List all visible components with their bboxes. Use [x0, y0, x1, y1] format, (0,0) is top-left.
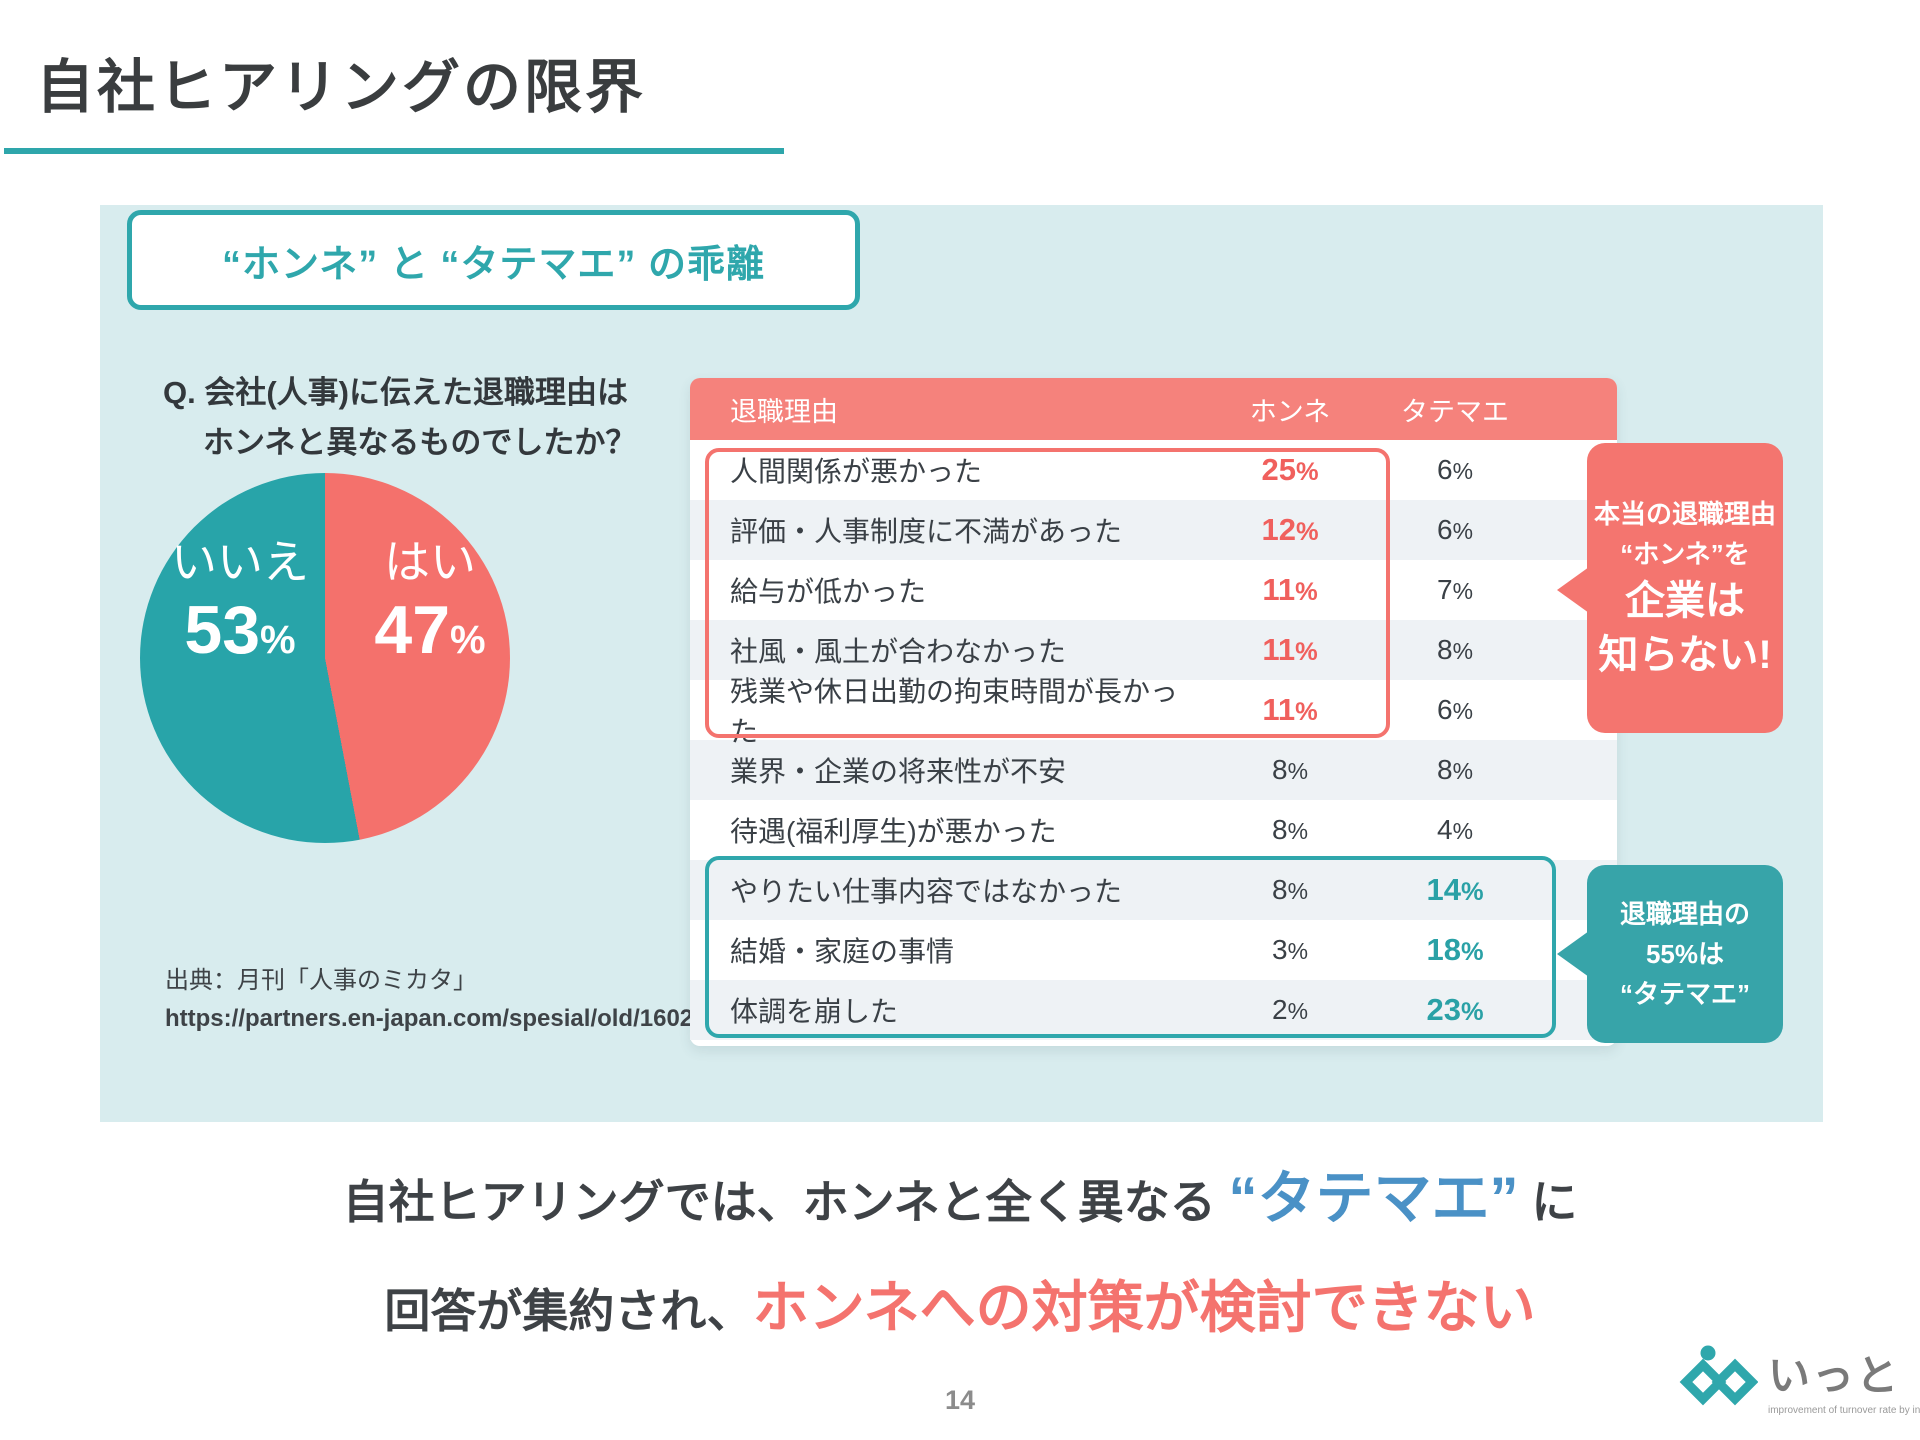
source-citation: 出典：月刊「人事のミカタ」 https://partners.en-japan.… [165, 962, 727, 1038]
cell-tatemae: 7% [1437, 574, 1473, 605]
cell-honne: 3% [1272, 934, 1308, 965]
callout-honne-line1: 本当の退職理由 [1593, 499, 1776, 529]
cell-honne: 25% [1261, 452, 1319, 487]
cell-honne: 11% [1262, 692, 1318, 727]
survey-question-line1: Q. 会社(人事)に伝えた退職理由は [163, 375, 628, 410]
pie-slice-no-value: 53% [184, 592, 296, 668]
conclusion-text: 自社ヒアリングでは、ホンネと全く異なる “タテマエ” に 回答が集約され、ホンネ… [0, 1152, 1920, 1370]
survey-question-line2: ホンネと異なるものでしたか？ [203, 425, 637, 460]
table-row: 社風・風土が合わなかった 11% 8% [690, 620, 1617, 680]
callout-tatemae-line1: 退職理由の [1619, 899, 1750, 929]
source-citation-line1: 出典：月刊「人事のミカタ」 [165, 967, 477, 994]
table-header-honne: ホンネ [1249, 396, 1331, 427]
callout-tatemae-arrow [1557, 931, 1589, 977]
pie-slice-yes-value: 47% [374, 592, 486, 668]
cell-reason: 業界・企業の将来性が不安 [730, 756, 1067, 787]
cell-honne: 8% [1272, 814, 1308, 845]
cell-honne: 11% [1262, 632, 1318, 667]
table-row: 人間関係が悪かった 25% 6% [690, 440, 1617, 500]
cell-honne: 8% [1272, 754, 1308, 785]
table-row: やりたい仕事内容ではなかった 8% 14% [690, 860, 1617, 920]
table-header-tatemae: タテマエ [1401, 396, 1509, 427]
pie-chart [140, 473, 510, 843]
page-title: 自社ヒアリングの限界 [36, 55, 647, 120]
cell-tatemae: 8% [1437, 634, 1473, 665]
pie-slice-yes-category: はい [384, 536, 476, 588]
tatemae-emphasis: “タテマエ” [1228, 1166, 1519, 1231]
callout-honne-line2: “ホンネ”を [1620, 539, 1750, 569]
logo-icon [1678, 1344, 1759, 1415]
table-row: 体調を崩した 2% 23% [690, 980, 1617, 1040]
cell-reason: 体調を崩した [730, 996, 899, 1027]
table-row: 待遇(福利厚生)が悪かった 8% 4% [690, 800, 1617, 860]
callout-honne-arrow [1557, 567, 1589, 613]
table-row: 残業や休日出勤の拘束時間が長かった 11% 6% [690, 676, 1617, 747]
cell-reason: 評価・人事制度に不満があった [730, 516, 1123, 547]
reasons-table: 退職理由 ホンネ タテマエ 人間関係が悪かった 25% 6% 評価・人事制度に不… [690, 378, 1617, 1046]
callout-tatemae: 退職理由の 55%は “タテマエ” [1557, 865, 1783, 1043]
pie-slice-label-yes: はい 47% [330, 530, 530, 676]
table-row: 給与が低かった 11% 7% [690, 560, 1617, 620]
cell-honne: 2% [1272, 994, 1308, 1025]
cell-reason: 社風・風土が合わなかった [730, 636, 1067, 667]
conclusion-line2: 回答が集約され、ホンネへの対策が検討できない [384, 1276, 1536, 1339]
table-header-row: 退職理由 ホンネ タテマエ [690, 378, 1617, 440]
cell-tatemae: 8% [1437, 754, 1473, 785]
cell-reason: 残業や休日出勤の拘束時間が長かった [730, 676, 1179, 747]
logo-tagline: improvement of turnover rate by intervie… [1768, 1405, 1920, 1416]
cell-reason: 給与が低かった [730, 576, 927, 607]
survey-question: Q. 会社(人事)に伝えた退職理由は ホンネと異なるものでしたか？ [163, 368, 636, 468]
logo-name: いっと [1768, 1352, 1901, 1399]
cell-tatemae: 4% [1437, 814, 1473, 845]
logo-text: いっと improvement of turnover rate by inte… [1768, 1342, 1920, 1416]
table-row: 評価・人事制度に不満があった 12% 6% [690, 500, 1617, 560]
pie-slice-label-no: いいえ 53% [140, 530, 340, 676]
conclusion-line1: 自社ヒアリングでは、ホンネと全く異なる “タテマエ” に [342, 1166, 1578, 1231]
table-row: 結婚・家庭の事情 3% 18% [690, 920, 1617, 980]
table-header-reason: 退職理由 [730, 396, 838, 427]
cell-reason: 人間関係が悪かった [730, 456, 983, 487]
callout-honne-line4: 知らない! [1598, 633, 1772, 677]
cell-reason: 待遇(福利厚生)が悪かった [730, 816, 1057, 847]
honne-emphasis: ホンネへの対策が検討できない [752, 1276, 1536, 1339]
cell-honne: 11% [1262, 572, 1318, 607]
cell-reason: 結婚・家庭の事情 [730, 936, 955, 967]
callout-tatemae-line3: “タテマエ” [1619, 979, 1750, 1009]
page-number: 14 [944, 1385, 976, 1415]
callout-tatemae-line2: 55%は [1645, 939, 1725, 969]
cell-tatemae: 6% [1437, 454, 1473, 485]
title-underline [4, 148, 784, 154]
cell-tatemae: 14% [1426, 872, 1484, 907]
pie-slice-no-category: いいえ [171, 536, 309, 588]
table-row: 業界・企業の将来性が不安 8% 8% [690, 740, 1617, 800]
cell-tatemae: 23% [1426, 992, 1484, 1027]
section-badge: “ホンネ” と “タテマエ” の乖離 [127, 210, 860, 310]
cell-honne: 12% [1261, 512, 1319, 547]
cell-tatemae: 18% [1426, 932, 1484, 967]
cell-tatemae: 6% [1437, 694, 1473, 725]
callout-honne: 本当の退職理由 “ホンネ”を 企業は 知らない! [1557, 443, 1783, 733]
callout-honne-line3: 企業は [1625, 579, 1745, 623]
company-logo: いっと improvement of turnover rate by inte… [1678, 1342, 1920, 1416]
source-citation-url: https://partners.en-japan.com/spesial/ol… [165, 1005, 727, 1032]
cell-honne: 8% [1272, 874, 1308, 905]
section-badge-label: “ホンネ” と “タテマエ” の乖離 [222, 243, 765, 286]
cell-tatemae: 6% [1437, 514, 1473, 545]
cell-reason: やりたい仕事内容ではなかった [730, 876, 1123, 907]
